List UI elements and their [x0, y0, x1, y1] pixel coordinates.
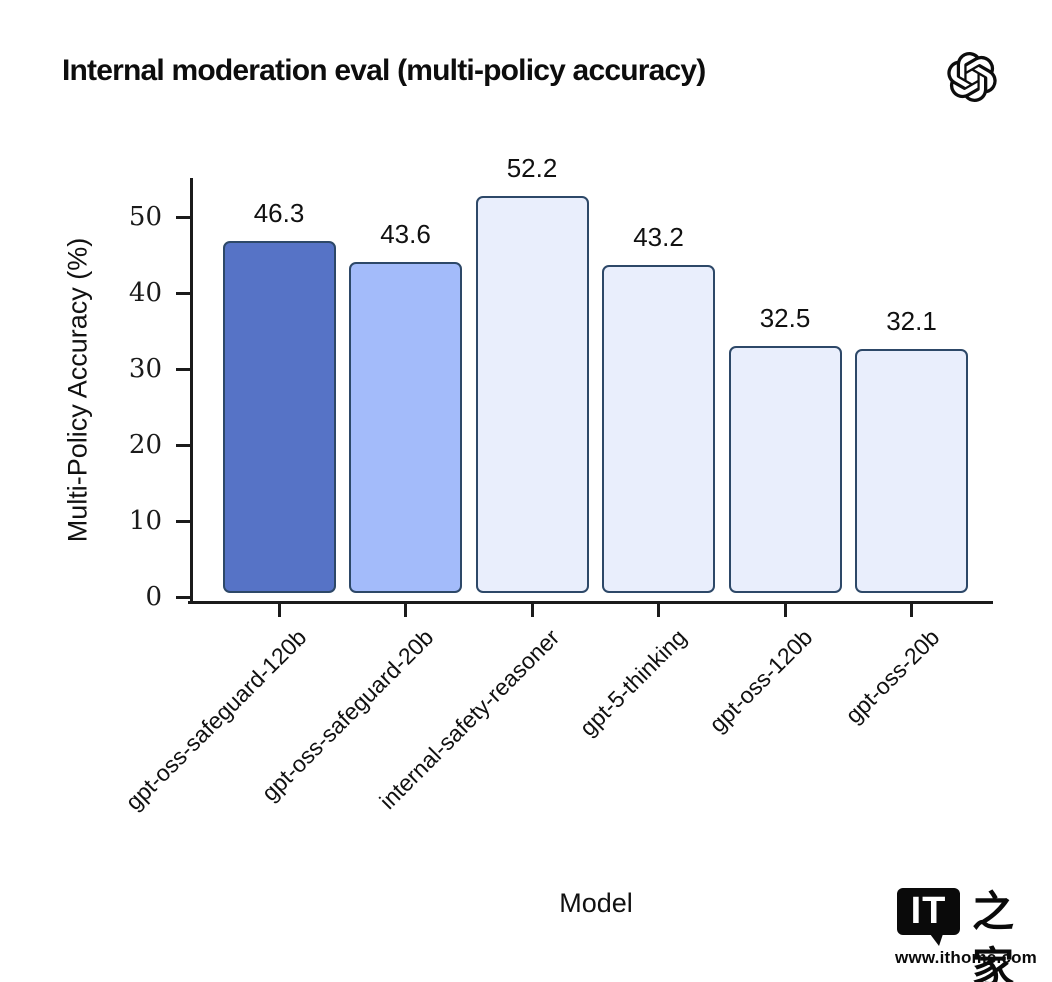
y-tick — [176, 443, 190, 447]
y-tick — [176, 291, 190, 295]
ithome-logo: IT — [897, 888, 960, 935]
ithome-watermark: IT 之家 www.ithome.com — [890, 884, 1042, 982]
x-tick-label: gpt-oss-20b — [839, 624, 944, 729]
bar-gpt-oss-safeguard-120b — [222, 241, 336, 593]
bar-gpt-oss-20b — [855, 349, 968, 593]
y-tick-label: 40 — [128, 278, 162, 308]
x-tick — [404, 604, 407, 617]
x-tick-label: gpt-oss-safeguard-120b — [120, 624, 312, 816]
y-tick — [176, 595, 190, 599]
x-axis-spine — [188, 601, 993, 604]
chart-title: Internal moderation eval (multi-policy a… — [62, 54, 706, 87]
x-tick — [530, 604, 534, 617]
bar-internal-safety-reasoner — [475, 196, 589, 593]
x-axis-title: Model — [559, 888, 633, 918]
bar-value-label: 46.3 — [253, 198, 305, 229]
x-tick-label: gpt-5-thinking — [573, 624, 691, 741]
x-tick — [783, 604, 787, 617]
bar-gpt-oss-safeguard-20b — [349, 261, 462, 593]
x-tick — [910, 604, 913, 617]
y-tick-label: 0 — [145, 582, 162, 612]
ithome-url: www.ithome.com — [895, 948, 1037, 967]
y-tick-label: 10 — [128, 506, 162, 536]
x-tick-label: gpt-oss-safeguard-20b — [255, 624, 438, 807]
y-tick — [176, 519, 190, 523]
openai-logo-icon — [947, 52, 997, 102]
x-tick-label: internal-safety-reasoner — [374, 624, 565, 815]
bar-value-label: 43.6 — [380, 218, 431, 249]
y-tick — [176, 367, 190, 371]
bar-value-label: 32.1 — [886, 306, 937, 337]
ithome-logo-tail — [930, 934, 943, 946]
x-tick — [277, 604, 281, 617]
bar-value-label: 32.5 — [759, 303, 811, 333]
x-tick — [657, 604, 660, 617]
ithome-logo-cjk: 之家 — [972, 887, 1017, 982]
bar-gpt-5-thinking — [602, 264, 715, 593]
y-axis-spine — [190, 178, 193, 604]
y-tick-label: 20 — [128, 430, 162, 460]
y-tick — [176, 215, 190, 219]
x-tick-label: gpt-oss-120b — [704, 624, 818, 738]
bar-value-label: 52.2 — [506, 153, 558, 184]
bar-gpt-oss-120b — [728, 346, 842, 593]
bar-value-label: 43.2 — [633, 221, 684, 252]
y-tick-label: 50 — [128, 202, 162, 232]
y-tick-label: 30 — [128, 354, 162, 384]
